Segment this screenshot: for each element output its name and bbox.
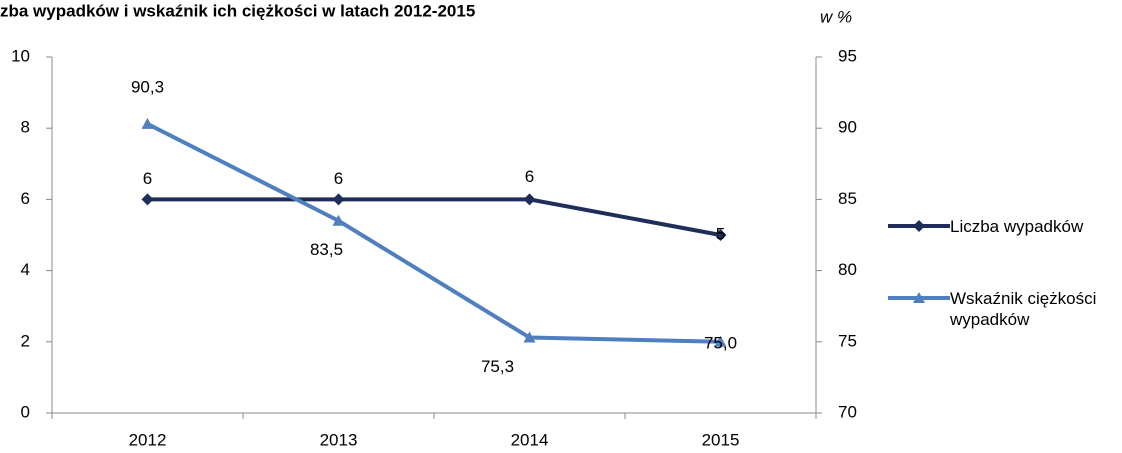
x-tick-label: 2013 bbox=[320, 430, 358, 449]
series-line bbox=[147, 197, 721, 237]
data-label: 75,3 bbox=[481, 357, 514, 376]
point-marker bbox=[332, 193, 345, 206]
legend-label: Liczba wypadków bbox=[950, 217, 1084, 236]
x-tick-label: 2015 bbox=[702, 430, 740, 449]
chart-title: zba wypadków i wskaźnik ich ciężkości w … bbox=[0, 1, 475, 20]
y2-axis-label: w % bbox=[820, 7, 852, 26]
point-marker bbox=[714, 335, 727, 347]
point-marker bbox=[523, 193, 536, 206]
legend-swatch-icon bbox=[888, 292, 950, 303]
legend-label: Wskaźnik ciężkości wypadków bbox=[950, 289, 1097, 329]
point-marker bbox=[141, 117, 154, 129]
y2-tick-label: 95 bbox=[838, 46, 857, 65]
data-label: 90,3 bbox=[131, 77, 164, 96]
legend-swatch-icon bbox=[888, 220, 950, 232]
y-tick-label: 8 bbox=[21, 118, 30, 137]
y2-tick-label: 75 bbox=[838, 331, 857, 350]
series-line bbox=[146, 122, 721, 344]
y-tick-label: 0 bbox=[21, 402, 30, 421]
legend-swatch bbox=[888, 288, 950, 308]
point-marker bbox=[141, 193, 154, 206]
data-label: 6 bbox=[143, 169, 152, 188]
data-label: 75,0 bbox=[704, 333, 737, 352]
point-marker bbox=[332, 214, 345, 226]
data-label: 6 bbox=[334, 169, 343, 188]
point-marker bbox=[523, 331, 536, 343]
legend-item: Wskaźnik ciężkości wypadków bbox=[888, 288, 1118, 330]
data-label: 83,5 bbox=[310, 240, 343, 259]
data-label: 6 bbox=[525, 167, 534, 186]
y2-tick-label: 90 bbox=[838, 118, 857, 137]
y-tick-label: 2 bbox=[21, 331, 30, 350]
legend-item: Liczba wypadków bbox=[888, 216, 1118, 237]
point-marker bbox=[714, 229, 727, 241]
y2-tick-label: 80 bbox=[838, 260, 857, 279]
y2-tick-label: 70 bbox=[838, 402, 857, 421]
x-tick-label: 2012 bbox=[129, 430, 167, 449]
x-tick-label: 2014 bbox=[511, 430, 549, 449]
legend-swatch bbox=[888, 216, 950, 236]
y-tick-label: 10 bbox=[11, 46, 30, 65]
y-tick-label: 6 bbox=[21, 189, 30, 208]
y-tick-label: 4 bbox=[21, 260, 30, 279]
y2-tick-label: 85 bbox=[838, 189, 857, 208]
data-label: 5 bbox=[716, 224, 725, 243]
